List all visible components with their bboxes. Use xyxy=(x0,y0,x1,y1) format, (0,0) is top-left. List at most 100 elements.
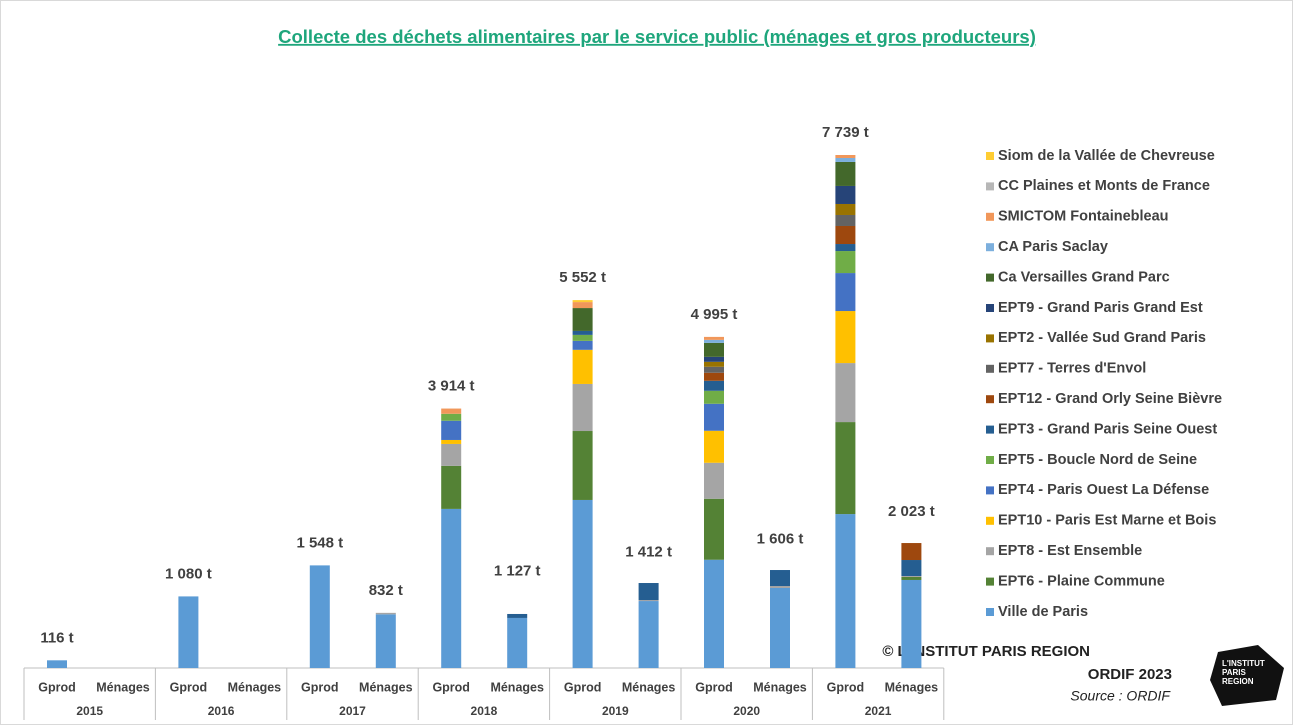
bar-segment xyxy=(572,334,593,341)
bar-segment xyxy=(835,514,856,668)
legend-swatch xyxy=(986,273,994,282)
total-label: 1 548 t xyxy=(296,534,343,551)
x-tick-label: Gprod xyxy=(170,680,208,694)
legend-label: EPT8 - Est Ensemble xyxy=(998,543,1142,559)
bar-segment xyxy=(835,155,856,158)
bar-segment xyxy=(375,612,396,615)
total-label: 832 t xyxy=(369,582,403,599)
chart-title: Collecte des déchets alimentaires par le… xyxy=(278,26,1036,47)
group-label: 2016 xyxy=(208,704,235,718)
logo-text: PARIS xyxy=(1222,668,1247,677)
logo-text: L'INSTITUT xyxy=(1222,659,1265,668)
legend-label: Siom de la Vallée de Chevreuse xyxy=(998,148,1215,164)
bar-segment xyxy=(835,225,856,245)
x-tick-label: Ménages xyxy=(359,680,413,694)
total-label: 5 552 t xyxy=(559,269,606,286)
bar-segment xyxy=(572,383,593,432)
total-label: 1 412 t xyxy=(625,543,672,560)
total-label: 1 606 t xyxy=(757,531,804,548)
bar-segment xyxy=(835,363,856,423)
bar-segment xyxy=(572,302,593,309)
legend-swatch xyxy=(986,243,994,252)
group-label: 2018 xyxy=(471,704,498,718)
bar-segment xyxy=(704,403,724,431)
legend-label: EPT2 - Vallée Sud Grand Paris xyxy=(998,330,1206,346)
total-label: 4 995 t xyxy=(691,306,738,323)
bar-segment xyxy=(835,157,856,162)
bar-segment xyxy=(704,361,724,367)
bar-segment xyxy=(835,203,856,215)
bar-segment xyxy=(704,372,724,381)
legend-swatch xyxy=(986,516,994,525)
group-label: 2019 xyxy=(602,704,629,718)
x-tick-label: Gprod xyxy=(38,680,76,694)
bar-segment xyxy=(309,565,330,668)
copyright: © L'INSTITUT PARIS REGION xyxy=(882,643,1090,660)
legend-swatch xyxy=(986,364,994,373)
legend-label: EPT10 - Paris Est Marne et Bois xyxy=(998,513,1216,529)
legend-label: EPT4 - Paris Ouest La Défense xyxy=(998,482,1209,498)
legend-swatch xyxy=(986,182,994,191)
bar-segment xyxy=(704,390,724,404)
x-tick-label: Gprod xyxy=(432,680,470,694)
bar-segment xyxy=(901,576,922,580)
bar-segment xyxy=(704,356,724,362)
bar-segment xyxy=(901,560,922,576)
x-tick-label: Ménages xyxy=(490,680,544,694)
total-label: 116 t xyxy=(40,629,73,646)
bar-segment xyxy=(375,614,396,668)
bar-segment xyxy=(441,413,462,421)
bar-segment xyxy=(441,408,462,414)
legend-swatch xyxy=(986,425,994,434)
bar-segment xyxy=(704,462,724,499)
bar-segment xyxy=(704,342,724,357)
legend-label: Ville de Paris xyxy=(998,604,1088,620)
bar-segment xyxy=(901,579,922,668)
bar-segment xyxy=(572,499,593,668)
legend-label: EPT3 - Grand Paris Seine Ouest xyxy=(998,421,1217,437)
bar-segment xyxy=(835,214,856,226)
legend-label: SMICTOM Fontainebleau xyxy=(998,209,1169,225)
bar-segment xyxy=(572,308,593,331)
legend-swatch xyxy=(986,304,994,312)
legend-label: Ca Versailles Grand Parc xyxy=(998,269,1170,285)
bar-segment xyxy=(835,185,856,204)
bar-segment xyxy=(441,465,462,509)
group-label: 2017 xyxy=(339,704,366,718)
total-label: 3 914 t xyxy=(428,378,475,395)
legend-swatch xyxy=(986,577,994,586)
legend-label: EPT9 - Grand Paris Grand Est xyxy=(998,300,1203,316)
group-label: 2020 xyxy=(733,704,760,718)
bar-segment xyxy=(572,300,593,303)
bar-segment xyxy=(572,349,593,384)
bar-segment xyxy=(835,311,856,364)
group-label: 2021 xyxy=(865,704,892,718)
logo-text: REGION xyxy=(1222,677,1254,686)
bar-segment xyxy=(704,380,724,391)
bar-segment xyxy=(572,330,593,335)
legend-swatch xyxy=(986,334,994,343)
x-tick-label: Ménages xyxy=(96,680,150,694)
legend-swatch xyxy=(986,152,994,160)
bar-segment xyxy=(638,601,659,668)
source: Source : ORDIF xyxy=(1070,688,1171,704)
x-tick-label: Ménages xyxy=(622,680,676,694)
legend-swatch xyxy=(986,608,994,616)
legend-label: CA Paris Saclay xyxy=(998,239,1108,255)
bar-segment xyxy=(835,244,856,252)
bar-segment xyxy=(441,443,462,466)
x-tick-label: Ménages xyxy=(753,680,807,694)
legend-swatch xyxy=(986,486,994,495)
legend-swatch xyxy=(986,212,994,221)
x-tick-label: Gprod xyxy=(301,680,339,694)
legend-label: EPT7 - Terres d'Envol xyxy=(998,361,1146,377)
bar-segment xyxy=(835,251,856,274)
x-tick-label: Ménages xyxy=(885,680,939,694)
bar-segment xyxy=(704,339,724,343)
bar-segment xyxy=(572,340,593,350)
bar-segment xyxy=(507,613,528,618)
edition: ORDIF 2023 xyxy=(1088,666,1172,683)
legend-label: EPT12 - Grand Orly Seine Bièvre xyxy=(998,391,1222,407)
x-tick-label: Gprod xyxy=(695,680,733,694)
